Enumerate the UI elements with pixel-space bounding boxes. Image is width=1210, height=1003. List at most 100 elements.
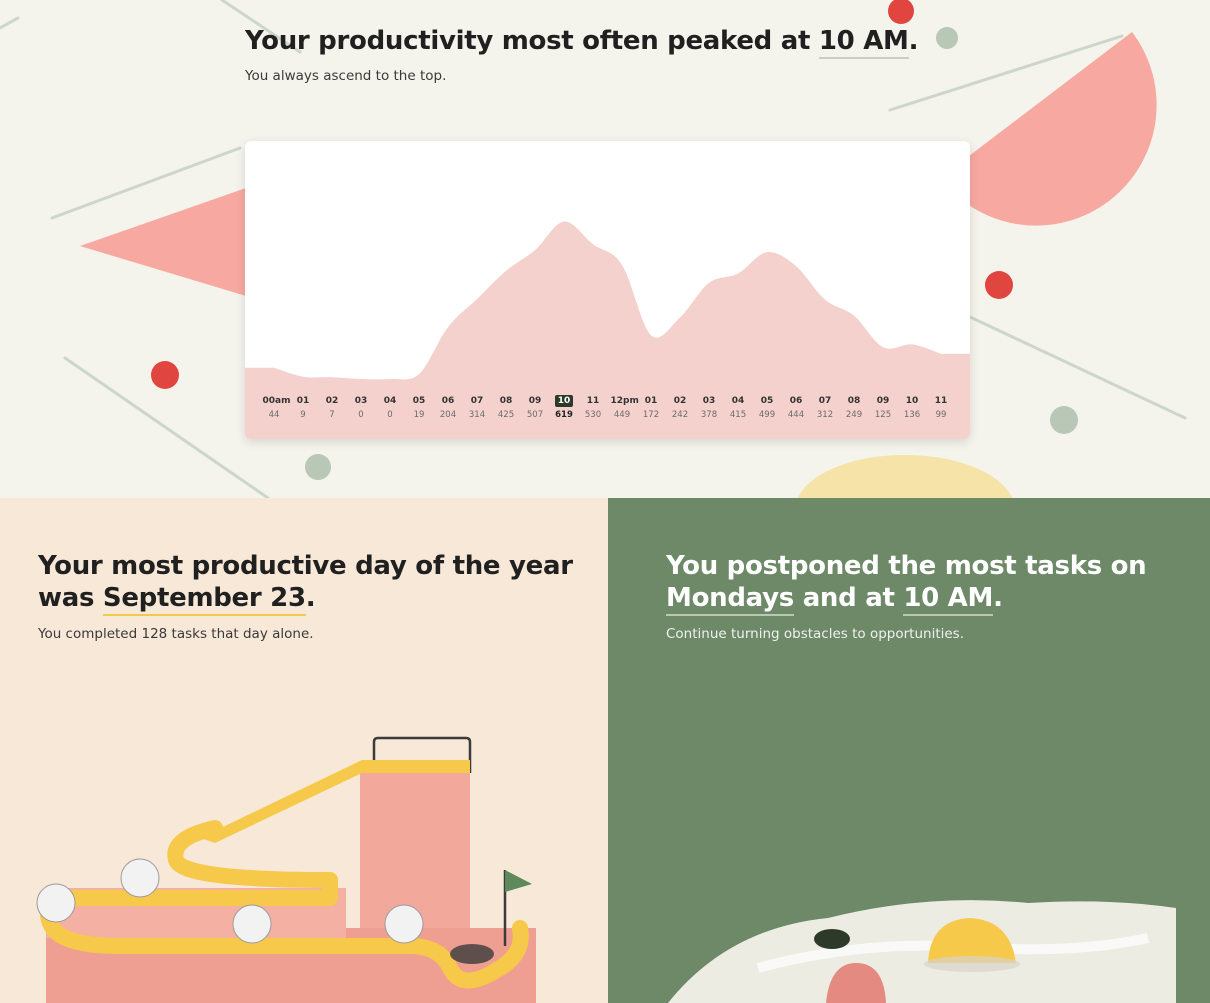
deco-line bbox=[63, 356, 270, 498]
hour-tick-label: 01 bbox=[296, 396, 310, 406]
hour-value-label: 242 bbox=[671, 410, 689, 420]
stones-illustration bbox=[668, 900, 1176, 1003]
hour-tick-label: 06 bbox=[789, 396, 803, 406]
hour-column: 02 242 bbox=[666, 379, 695, 420]
deco-line bbox=[220, 0, 302, 54]
hour-column: 03 378 bbox=[695, 379, 724, 420]
hour-column: 01 172 bbox=[637, 379, 666, 420]
illus-pink-stone bbox=[826, 963, 886, 1003]
hour-tick-label: 02 bbox=[673, 396, 687, 406]
deco-triangle bbox=[80, 188, 246, 296]
hour-column: 05 499 bbox=[753, 379, 782, 420]
deco-line bbox=[966, 314, 1187, 420]
postponed-title: You postponed the most tasks on Mondays a… bbox=[666, 550, 1147, 616]
illus-stone-shadow bbox=[924, 956, 1020, 972]
illus-ball bbox=[384, 904, 424, 944]
hour-value-label: 425 bbox=[497, 410, 515, 420]
hour-tick-label: 11 bbox=[934, 396, 948, 406]
hour-value-label: 99 bbox=[935, 410, 947, 420]
illus-ball bbox=[120, 858, 160, 898]
hour-value-label: 444 bbox=[787, 410, 805, 420]
hour-value-label: 449 bbox=[613, 410, 631, 420]
hour-column: 10 619 bbox=[550, 379, 579, 420]
productivity-chart-card: 00am 44 01 9 02 7 03 0 04 0 05 19 06 204 07 314 08 425 09 5… bbox=[245, 141, 970, 439]
hour-tick-label: 03 bbox=[702, 396, 716, 406]
productive-day-title: Your most productive day of the year was … bbox=[38, 550, 573, 616]
hour-column: 06 444 bbox=[782, 379, 811, 420]
deco-semicircle bbox=[940, 32, 1157, 226]
hour-column: 12pm 449 bbox=[608, 379, 639, 420]
chart-x-axis: 00am 44 01 9 02 7 03 0 04 0 05 19 06 204 07 314 08 425 09 5… bbox=[245, 379, 970, 439]
postponed-title-period: . bbox=[993, 583, 1003, 613]
deco-line bbox=[50, 146, 242, 220]
hour-value-label: 619 bbox=[555, 410, 573, 420]
productive-day-title-prefix: was bbox=[38, 583, 103, 613]
hour-tick-label: 02 bbox=[325, 396, 339, 406]
hour-column: 07 314 bbox=[463, 379, 492, 420]
illus-hole bbox=[450, 944, 494, 964]
hour-tick-label: 07 bbox=[818, 396, 832, 406]
hour-value-label: 44 bbox=[268, 410, 280, 420]
peak-hour-highlight: 10 AM bbox=[818, 26, 909, 59]
productive-day-subtitle: You completed 128 tasks that day alone. bbox=[38, 626, 314, 642]
productive-day-title-line1: Your most productive day of the year bbox=[38, 551, 573, 581]
hour-column: 10 136 bbox=[898, 379, 927, 420]
hour-tick-label: 09 bbox=[528, 396, 542, 406]
hour-tick-label: 06 bbox=[441, 396, 455, 406]
hour-tick-label: 03 bbox=[354, 396, 368, 406]
hour-column: 04 0 bbox=[376, 379, 405, 420]
hour-tick-label: 09 bbox=[876, 396, 890, 406]
hour-value-label: 415 bbox=[729, 410, 747, 420]
deco-red-dot bbox=[888, 0, 914, 24]
hero-title: Your productivity most often peaked at 1… bbox=[245, 26, 918, 59]
deco-line bbox=[888, 34, 1124, 112]
hour-value-label: 125 bbox=[874, 410, 892, 420]
hour-value-label: 204 bbox=[439, 410, 457, 420]
hour-value-label: 507 bbox=[526, 410, 544, 420]
hour-value-label: 19 bbox=[413, 410, 425, 420]
deco-sage-dot bbox=[305, 454, 331, 480]
postponed-title-middle: and at bbox=[793, 583, 904, 613]
hour-value-label: 9 bbox=[300, 410, 306, 420]
hour-value-label: 136 bbox=[903, 410, 921, 420]
illus-splash bbox=[668, 900, 1176, 1003]
hour-column: 11 99 bbox=[927, 379, 956, 420]
hero-section: Your productivity most often peaked at 1… bbox=[0, 0, 1210, 498]
hour-tick-label: 07 bbox=[470, 396, 484, 406]
hour-tick-label: 05 bbox=[412, 396, 426, 406]
hour-value-label: 172 bbox=[642, 410, 660, 420]
postponed-tasks-panel: You postponed the most tasks on Mondays a… bbox=[608, 498, 1210, 1003]
productivity-area-chart bbox=[245, 221, 970, 439]
illus-ramp bbox=[200, 760, 470, 843]
illus-flag bbox=[505, 870, 532, 892]
postponed-day-highlight: Mondays bbox=[666, 583, 794, 616]
chart-area bbox=[245, 221, 970, 439]
hour-column: 03 0 bbox=[347, 379, 376, 420]
productive-day-panel: Your most productive day of the year was … bbox=[0, 498, 608, 1003]
hour-column: 05 19 bbox=[405, 379, 434, 420]
hour-value-label: 7 bbox=[329, 410, 335, 420]
hour-column: 02 7 bbox=[318, 379, 347, 420]
hour-value-label: 314 bbox=[468, 410, 486, 420]
hour-column: 09 507 bbox=[521, 379, 550, 420]
deco-red-dot bbox=[151, 361, 179, 389]
hour-value-label: 249 bbox=[845, 410, 863, 420]
hour-tick-label: 10 bbox=[905, 396, 919, 406]
productive-day-highlight: September 23 bbox=[102, 583, 306, 616]
hour-value-label: 530 bbox=[584, 410, 602, 420]
hour-column: 08 249 bbox=[840, 379, 869, 420]
illus-yellow-stone bbox=[928, 918, 1016, 963]
hour-column: 01 9 bbox=[289, 379, 318, 420]
hour-tick-label: 05 bbox=[760, 396, 774, 406]
hour-value-label: 378 bbox=[700, 410, 718, 420]
illus-dark-stone bbox=[814, 929, 850, 949]
deco-line bbox=[0, 16, 20, 30]
hero-title-text: Your productivity most often peaked at bbox=[245, 26, 819, 56]
hour-tick-label: 00am bbox=[262, 396, 291, 406]
deco-sage-dot bbox=[1050, 406, 1078, 434]
hour-value-label: 499 bbox=[758, 410, 776, 420]
hour-column: 07 312 bbox=[811, 379, 840, 420]
illus-track bbox=[40, 820, 529, 989]
hour-value-label: 312 bbox=[816, 410, 834, 420]
hour-column: 00am 44 bbox=[260, 379, 291, 420]
